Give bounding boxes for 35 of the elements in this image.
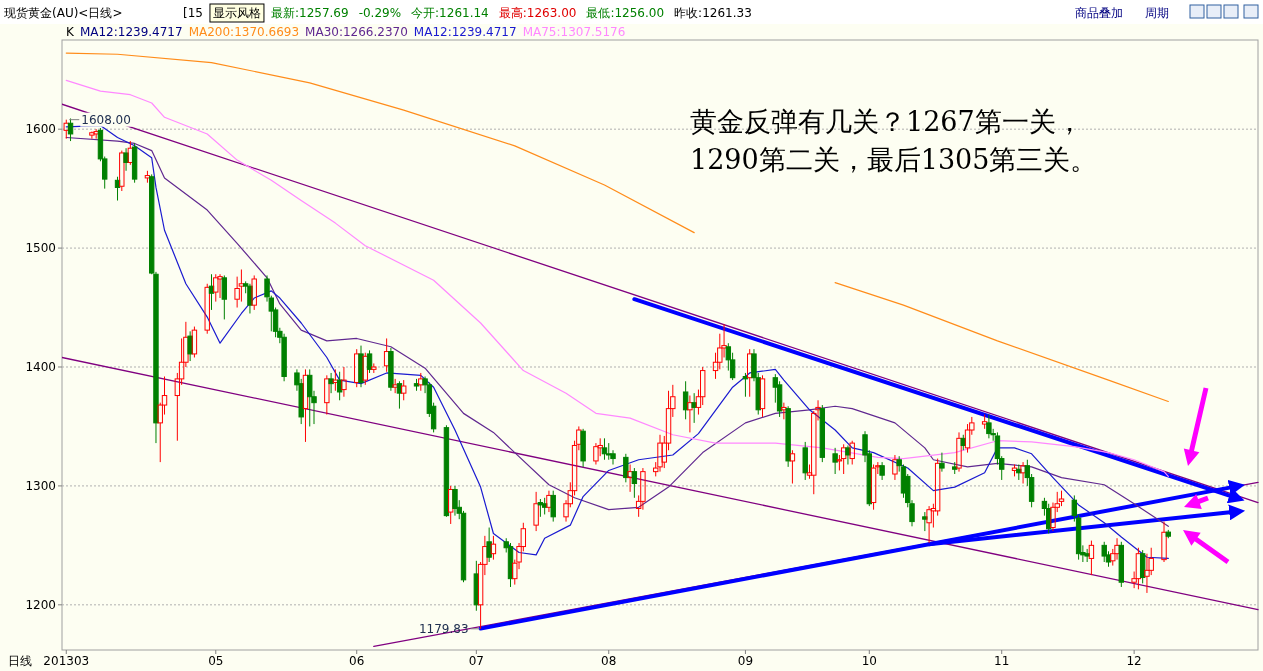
text: MA12:1239.4717 [413, 25, 517, 39]
x-tick-label: 05 [208, 654, 224, 668]
series-label: MA200:1370.6693 [188, 25, 300, 39]
y-tick-label: 1500 [25, 241, 56, 256]
y-tick-label: 1400 [25, 360, 56, 374]
text: 最低:1256.00 [586, 6, 665, 20]
text: 最高:1263.00 [498, 6, 577, 20]
y-tick-label: 1600 [25, 122, 56, 137]
chart-title: 现货黄金(AU)<日线> [4, 6, 123, 20]
y-tick-label: 1300 [25, 478, 56, 493]
text: 商品叠加 [1075, 6, 1123, 20]
annotation: 1179.83 [418, 621, 469, 636]
text: 今开:1261.14 [411, 6, 489, 20]
text: 日线 [8, 654, 32, 668]
text: MA12:1239.4717 [79, 25, 183, 39]
text: 最新:1257.69 [270, 6, 349, 20]
text: 周期 [1145, 6, 1169, 20]
x-tick-label: 09 [737, 654, 754, 668]
x-tick-label: 201303 [43, 654, 90, 668]
text: 昨收:1261.33 [674, 6, 752, 20]
annotation: 黄金反弹有几关？1267第一关，1290第二关，最后1305第三关。 [690, 105, 1099, 177]
x-tick-label: 10 [861, 654, 877, 668]
text: MA30:1266.2370 [305, 25, 408, 39]
text: MA75:1307.5176 [522, 25, 626, 39]
text: K [66, 25, 75, 39]
x-tick-label: 12 [1126, 654, 1142, 668]
text: -0.29% [358, 6, 402, 20]
x-tick-label: 08 [601, 654, 617, 668]
text: 显示风格 [212, 6, 261, 20]
x-tick-label: 07 [468, 654, 484, 668]
x-tick-label: 06 [349, 654, 365, 668]
x-tick-label: 11 [994, 654, 1010, 668]
annotation: 1608.00 [81, 112, 131, 127]
text: [15 [183, 6, 203, 20]
y-tick-label: 1200 [25, 597, 56, 612]
